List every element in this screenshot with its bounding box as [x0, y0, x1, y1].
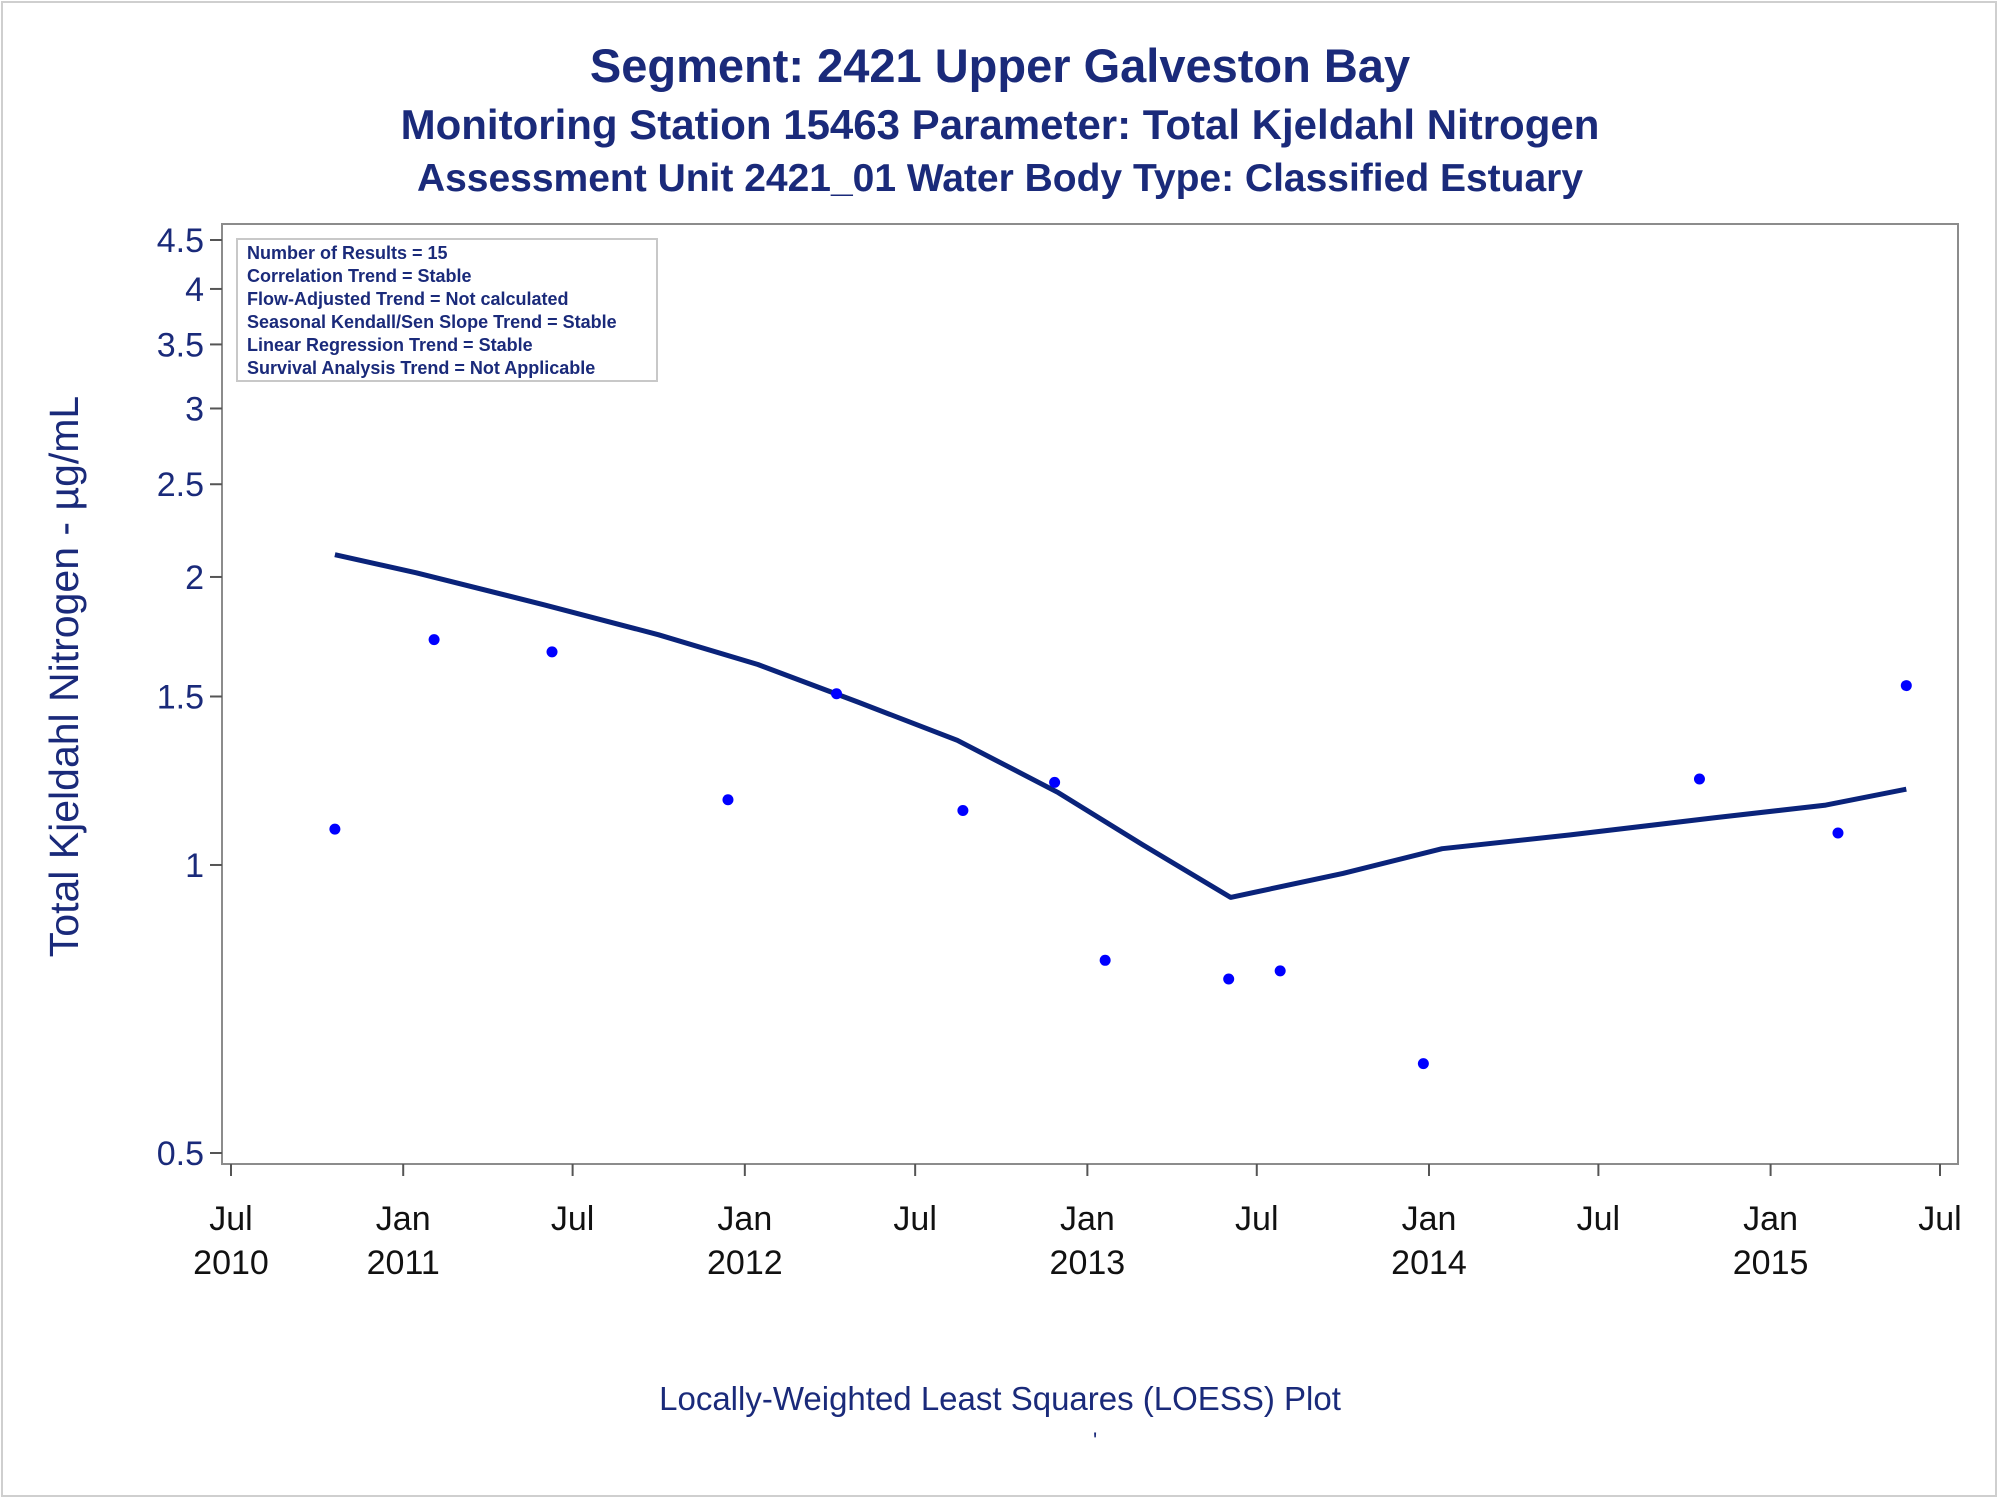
stats-legend-box	[236, 238, 658, 382]
x-tick-label: Jan	[717, 1200, 772, 1238]
chart-title: Segment: 2421 Upper Galveston Bay	[589, 39, 1411, 92]
y-tick-label: 4.5	[157, 222, 204, 260]
x-tick-label: Jul	[551, 1200, 594, 1238]
data-point	[831, 688, 843, 700]
x-tick-year-label: 2011	[367, 1244, 440, 1282]
stats-legend-line: Number of Results = 15	[247, 243, 448, 263]
y-axis: 0.5 1 1.5 2 2.5 3 3.5 4 4.5	[157, 222, 222, 1173]
data-point	[1693, 773, 1705, 785]
data-point	[428, 634, 440, 646]
data-point	[1223, 973, 1235, 985]
footnote-mark: '	[1093, 1428, 1098, 1453]
x-tick-label: Jan	[1060, 1200, 1115, 1238]
y-tick-label: 4	[185, 271, 204, 309]
data-point	[1099, 954, 1111, 966]
x-tick-label: Jul	[1577, 1200, 1620, 1238]
chart-subtitle: Monitoring Station 15463 Parameter: Tota…	[400, 101, 1600, 148]
stats-legend: Number of Results = 15 Correlation Trend …	[236, 238, 658, 382]
x-tick-year-label: 2014	[1391, 1244, 1467, 1282]
stats-legend-line: Correlation Trend = Stable	[247, 266, 472, 286]
data-point	[1274, 965, 1286, 977]
stats-legend-line: Linear Regression Trend = Stable	[247, 335, 533, 355]
stats-legend-line: Survival Analysis Trend = Not Applicable	[247, 358, 595, 378]
y-tick-label: 2.5	[157, 466, 204, 504]
y-tick-label: 1	[185, 847, 204, 885]
x-tick-label: Jan	[1402, 1200, 1457, 1238]
loess-line	[334, 552, 1907, 900]
stats-legend-line: Flow-Adjusted Trend = Not calculated	[247, 289, 569, 309]
data-point	[329, 823, 341, 835]
x-tick-label: Jul	[1918, 1200, 1961, 1238]
data-point	[957, 805, 969, 817]
data-point	[1417, 1058, 1429, 1070]
data-point	[1900, 680, 1912, 692]
x-tick-label: Jul	[893, 1200, 936, 1238]
x-tick-label: Jul	[209, 1200, 252, 1238]
y-tick-label: 2	[185, 559, 204, 597]
y-tick-label: 3	[185, 390, 204, 428]
x-tick-label: Jul	[1235, 1200, 1278, 1238]
footnote: Locally-Weighted Least Squares (LOESS) P…	[659, 1380, 1341, 1417]
x-tick-label: Jan	[376, 1200, 431, 1238]
x-tick-year-label: 2013	[1050, 1244, 1126, 1282]
chart-subtitle-2: Assessment Unit 2421_01 Water Body Type:…	[416, 157, 1584, 200]
data-point	[1832, 827, 1844, 839]
x-tick-year-label: 2010	[193, 1244, 269, 1282]
y-tick-label: 0.5	[157, 1135, 204, 1173]
y-axis-label: Total Kjeldahl Nitrogen - µg/mL	[41, 396, 87, 957]
y-tick-label: 1.5	[157, 679, 204, 717]
data-point	[1049, 776, 1061, 788]
x-tick-label: Jan	[1743, 1200, 1798, 1238]
stats-legend-line: Seasonal Kendall/Sen Slope Trend = Stabl…	[247, 312, 617, 332]
y-tick-label: 3.5	[157, 326, 204, 364]
data-point	[722, 794, 734, 806]
x-tick-year-label: 2012	[707, 1244, 783, 1282]
data-point	[546, 646, 558, 658]
plot-area	[221, 223, 1959, 1165]
x-tick-year-label: 2015	[1733, 1244, 1809, 1282]
x-axis: Jul 2010 Jan 2011 Jul Jan 2012 Jul Jan 2013 Jul Jan…	[193, 1164, 1962, 1282]
